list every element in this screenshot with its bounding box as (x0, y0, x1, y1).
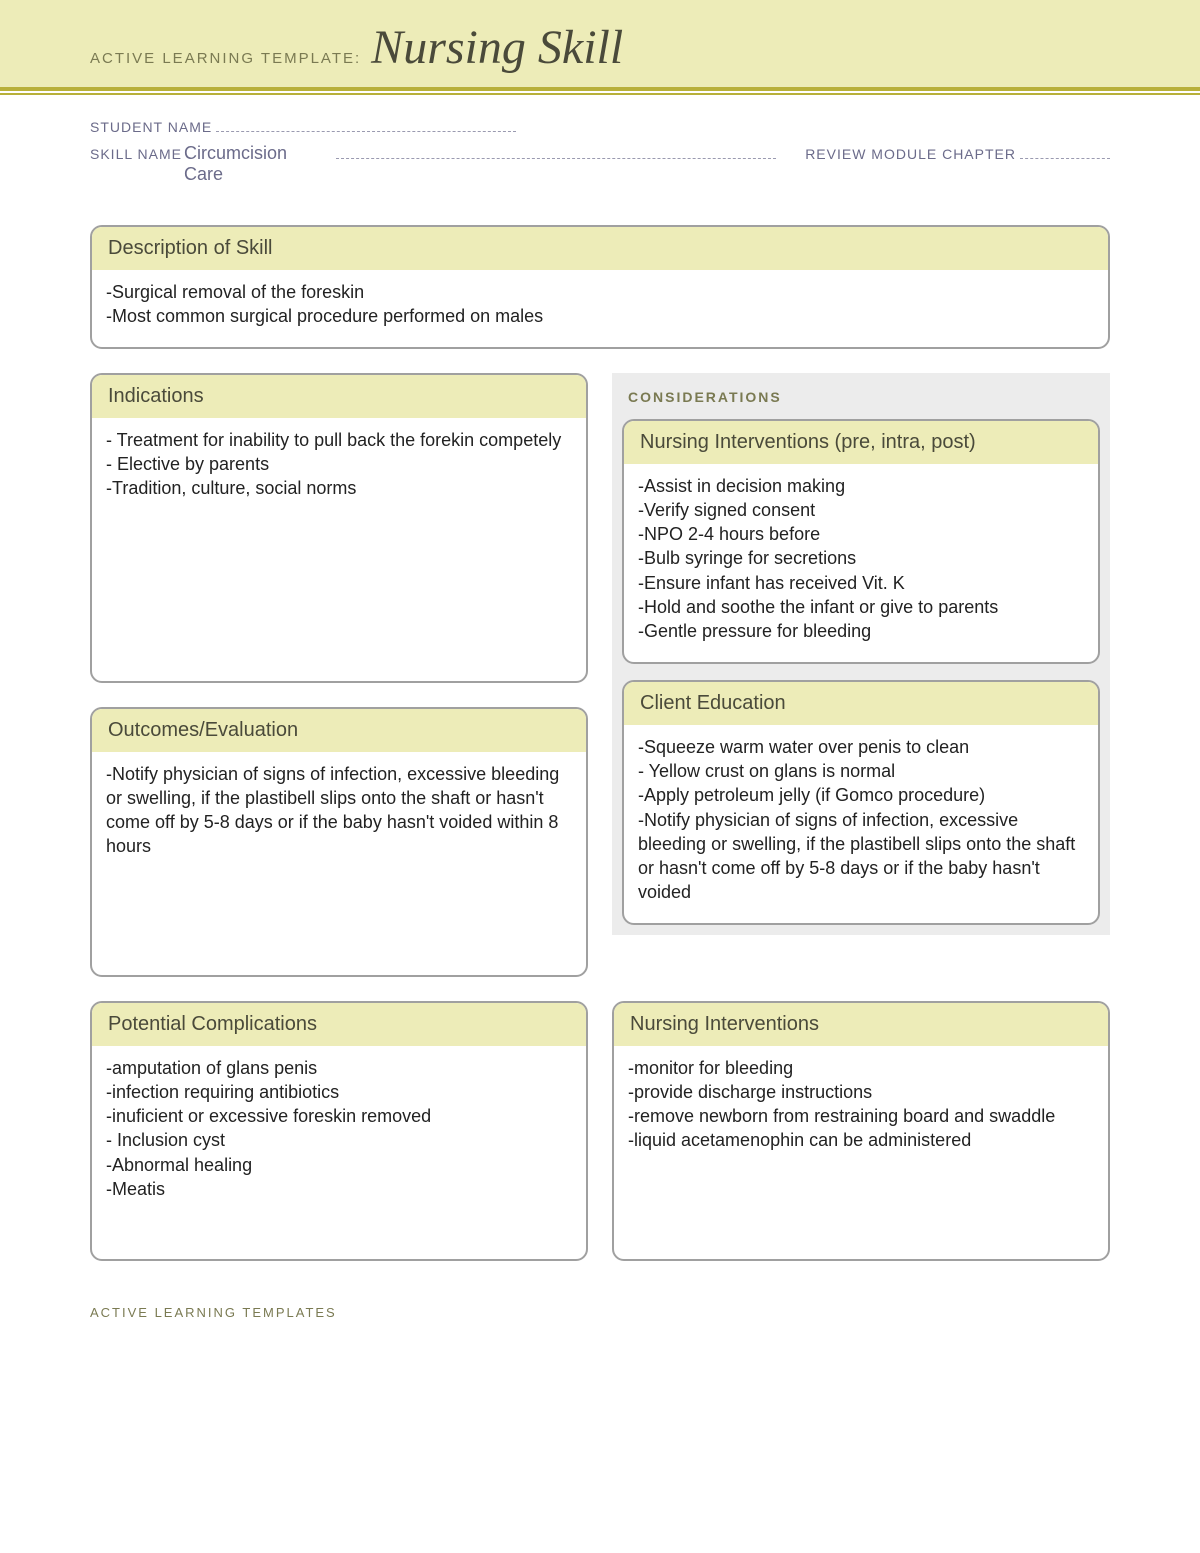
outcomes-body: -Notify physician of signs of infection,… (92, 752, 586, 877)
complications-body: -amputation of glans penis -infection re… (92, 1046, 586, 1220)
skill-name-line (336, 158, 776, 159)
outcomes-header: Outcomes/Evaluation (92, 709, 586, 752)
interventions-pre-body: -Assist in decision making -Verify signe… (624, 464, 1098, 662)
divider-bar (0, 87, 1200, 91)
client-education-body: -Squeeze warm water over penis to clean … (624, 725, 1098, 923)
review-chapter-label: REVIEW MODULE CHAPTER (805, 146, 1016, 162)
left-column: Indications - Treatment for inability to… (90, 373, 588, 1001)
client-education-box: Client Education -Squeeze warm water ove… (622, 680, 1100, 925)
content: STUDENT NAME SKILL NAME Circumcision Car… (0, 95, 1200, 1285)
review-chapter-line (1020, 158, 1110, 159)
banner: ACTIVE LEARNING TEMPLATE: Nursing Skill (0, 0, 1200, 87)
middle-columns: Indications - Treatment for inability to… (90, 373, 1110, 1001)
description-body: -Surgical removal of the foreskin -Most … (92, 270, 1108, 347)
indications-body: - Treatment for inability to pull back t… (92, 418, 586, 519)
complications-box: Potential Complications -amputation of g… (90, 1001, 588, 1261)
student-name-label: STUDENT NAME (90, 119, 212, 135)
footer-label: ACTIVE LEARNING TEMPLATES (0, 1285, 1200, 1340)
skill-name-value: Circumcision Care (182, 143, 332, 185)
skill-name-label: SKILL NAME (90, 146, 182, 162)
template-label: ACTIVE LEARNING TEMPLATE: (90, 50, 361, 67)
interventions-header: Nursing Interventions (614, 1003, 1108, 1046)
description-box: Description of Skill -Surgical removal o… (90, 225, 1110, 349)
interventions-box: Nursing Interventions -monitor for bleed… (612, 1001, 1110, 1261)
template-title: Nursing Skill (371, 20, 623, 75)
interventions-body: -monitor for bleeding -provide discharge… (614, 1046, 1108, 1171)
interventions-pre-header: Nursing Interventions (pre, intra, post) (624, 421, 1098, 464)
outcomes-box: Outcomes/Evaluation -Notify physician of… (90, 707, 588, 977)
header-fields: STUDENT NAME SKILL NAME Circumcision Car… (90, 119, 1110, 185)
indications-header: Indications (92, 375, 586, 418)
client-education-header: Client Education (624, 682, 1098, 725)
page: ACTIVE LEARNING TEMPLATE: Nursing Skill … (0, 0, 1200, 1380)
considerations-panel: CONSIDERATIONS Nursing Interventions (pr… (612, 373, 1110, 935)
description-header: Description of Skill (92, 227, 1108, 270)
student-name-line (216, 131, 516, 132)
indications-box: Indications - Treatment for inability to… (90, 373, 588, 683)
bottom-columns: Potential Complications -amputation of g… (90, 1001, 1110, 1285)
considerations-label: CONSIDERATIONS (622, 379, 1100, 419)
complications-header: Potential Complications (92, 1003, 586, 1046)
right-column: CONSIDERATIONS Nursing Interventions (pr… (612, 373, 1110, 1001)
interventions-pre-box: Nursing Interventions (pre, intra, post)… (622, 419, 1100, 664)
